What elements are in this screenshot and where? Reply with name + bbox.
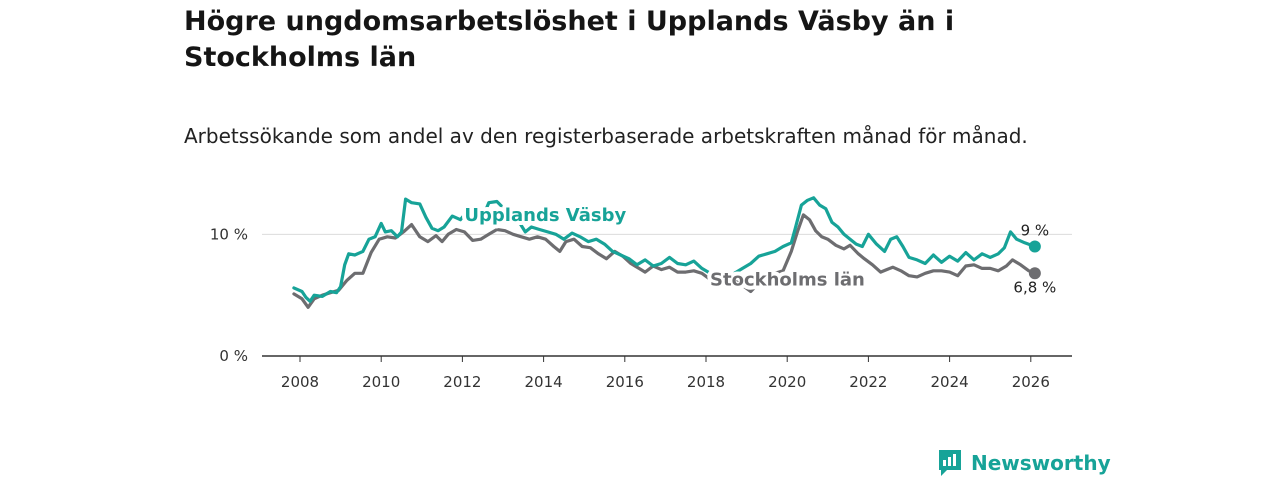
x-tick-label: 2012 xyxy=(443,373,481,391)
x-tick-label: 2022 xyxy=(849,373,887,391)
series-lines xyxy=(292,196,1037,309)
x-tick-label: 2016 xyxy=(606,373,644,391)
chart-subtitle: Arbetssökande som andel av den registerb… xyxy=(184,124,1028,148)
series-line-0 xyxy=(292,196,1037,303)
series-labels: Upplands Väsby Stockholms län xyxy=(460,201,868,294)
series-end-marker-0 xyxy=(1028,240,1041,253)
x-tick-label: 2024 xyxy=(931,373,969,391)
x-tick-label: 2008 xyxy=(281,373,319,391)
series-label-0: Upplands Väsby xyxy=(464,205,626,226)
series-end-marker-1 xyxy=(1028,267,1041,280)
newsworthy-brand: Newsworthy xyxy=(937,448,1111,478)
series-end-markers: 9 % 6,8 % xyxy=(1013,222,1056,297)
y-tick-label: 10 % xyxy=(210,225,248,243)
x-axis-ticks: 2008 2010 2012 2014 2016 2018 2020 2022 2024 2026 xyxy=(281,356,1050,391)
series-label-1: Stockholms län xyxy=(710,269,865,290)
brand-name: Newsworthy xyxy=(971,451,1111,475)
series-end-label-0: 9 % xyxy=(1021,222,1050,240)
series-end-label-1: 6,8 % xyxy=(1013,278,1056,296)
y-tick-label: 0 % xyxy=(219,347,248,365)
x-tick-label: 2026 xyxy=(1012,373,1050,391)
x-tick-label: 2020 xyxy=(768,373,806,391)
x-tick-label: 2014 xyxy=(525,373,563,391)
series-line-1 xyxy=(292,213,1037,309)
line-chart: 0 % 10 % 2008 2010 2012 2014 2016 2018 2020 2022… xyxy=(210,196,1072,391)
chart-title: Högre ungdomsarbetslöshet i Upplands Väs… xyxy=(184,6,955,73)
x-tick-label: 2018 xyxy=(687,373,725,391)
x-tick-label: 2010 xyxy=(362,373,400,391)
newsworthy-logo-icon xyxy=(939,450,961,476)
y-axis-ticks: 0 % 10 % xyxy=(210,225,248,365)
